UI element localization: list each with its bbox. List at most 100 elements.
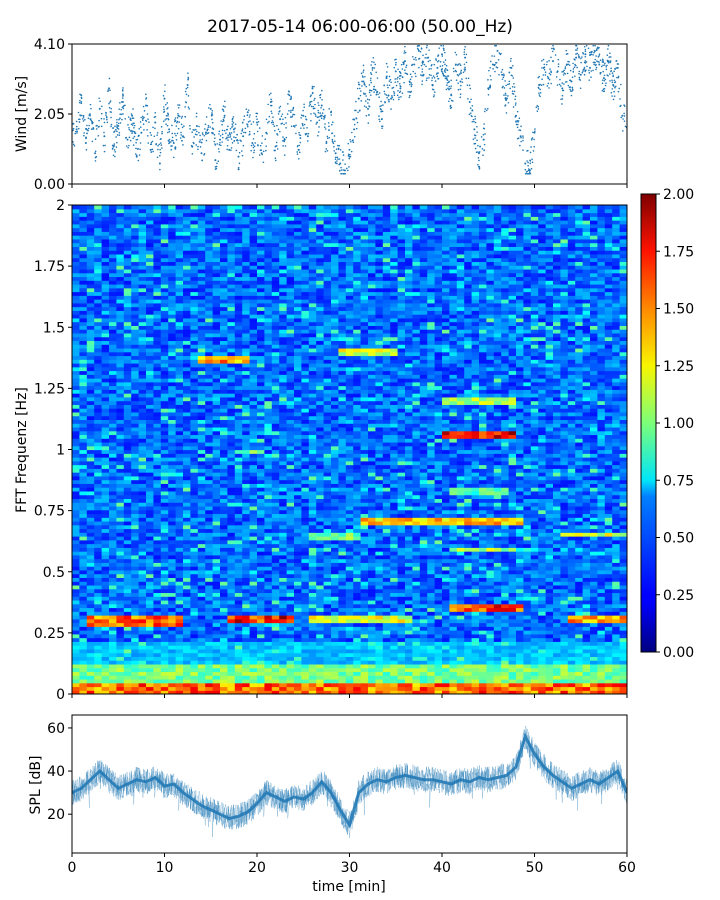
spectrogram-cell	[405, 581, 413, 586]
spectrogram-cell	[604, 682, 613, 688]
spectrogram-cell	[271, 660, 280, 665]
wind-point	[114, 155, 116, 158]
spectrogram-cell	[479, 607, 487, 612]
spectrogram-cell	[197, 682, 206, 688]
spectrogram-cell	[345, 667, 354, 673]
spectrogram-cell	[508, 652, 517, 657]
spectrogram-cell	[427, 618, 436, 624]
spectrogram-cell	[516, 539, 524, 545]
spectrogram-cell	[375, 599, 384, 605]
wind-point	[440, 70, 443, 72]
spectrogram-cell	[123, 645, 132, 650]
spectrogram-cell	[264, 596, 273, 601]
spectrogram-cell	[183, 607, 191, 612]
spectrogram-cell	[619, 622, 627, 627]
spectrogram-cell	[234, 588, 243, 594]
wind-point	[177, 106, 180, 109]
spectrogram-cell	[301, 611, 310, 616]
spectrogram-cell	[168, 652, 177, 657]
wind-point	[109, 101, 111, 104]
wind-point	[518, 129, 520, 131]
spectrogram-cell	[308, 682, 317, 688]
wind-point	[229, 136, 232, 138]
spectrogram-cell	[464, 588, 473, 594]
spectrogram-cell	[190, 663, 199, 669]
spectrogram-cell	[234, 675, 243, 680]
wind-point	[361, 75, 364, 77]
spectrogram-cell	[345, 603, 354, 609]
wind-point	[276, 148, 279, 150]
spectrogram-cell	[205, 536, 214, 541]
spectrogram-cell	[382, 603, 391, 609]
wind-point	[98, 119, 100, 122]
spectrogram-cell	[345, 686, 354, 691]
spectrogram-cell	[545, 630, 554, 635]
spectrogram-cell	[530, 626, 539, 631]
spectrogram-cell	[449, 630, 458, 635]
wind-point	[331, 132, 333, 135]
spectrogram-cell	[560, 554, 569, 560]
spectrogram-cell	[123, 569, 132, 575]
spectrogram-cell	[116, 622, 125, 627]
spectrogram-cell	[345, 652, 354, 657]
spectrogram-cell	[86, 562, 95, 567]
spectrogram-cell	[94, 566, 103, 571]
spectrogram-cell	[257, 569, 265, 575]
wind-point	[270, 98, 272, 101]
wind-point	[489, 85, 492, 88]
wind-point	[157, 144, 159, 147]
wind-point	[378, 96, 380, 99]
spectrogram-cell	[323, 663, 332, 669]
spectrogram-cell	[538, 569, 547, 575]
spectrogram-cell	[197, 539, 206, 545]
spectrogram-cell	[471, 648, 480, 654]
spectrogram-cell	[493, 686, 502, 691]
spectrogram-cell	[79, 592, 88, 597]
wind-point	[454, 51, 457, 54]
spectrogram-cell	[212, 630, 221, 635]
spectrogram-cell	[197, 663, 206, 669]
wind-point	[167, 117, 169, 120]
spectrogram-cell	[353, 569, 362, 575]
spectrogram-cell	[234, 648, 243, 654]
spectrogram-cell	[109, 686, 117, 691]
wind-point	[595, 49, 598, 52]
wind-point	[185, 93, 188, 96]
spectrogram-cell	[331, 566, 339, 571]
wind-point	[232, 116, 235, 118]
spectrogram-cell	[419, 592, 428, 597]
wind-point	[270, 110, 273, 113]
spectrogram-cell	[612, 599, 621, 605]
wind-point	[108, 77, 111, 80]
wind-point	[214, 143, 216, 145]
spectrogram-cell	[582, 648, 591, 654]
spectrogram-cell	[375, 569, 384, 575]
spectrogram-cell	[316, 603, 325, 609]
spectrogram-cell	[131, 667, 140, 673]
spectrogram-cell	[94, 551, 103, 556]
spectrogram-cell	[286, 633, 295, 639]
spectrogram-cell	[523, 622, 532, 627]
spectrogram-cell	[597, 611, 606, 616]
wind-point	[304, 115, 307, 118]
wind-point	[338, 163, 341, 166]
wind-point	[444, 59, 447, 61]
spectrogram-cell	[368, 671, 376, 676]
wind-point	[249, 133, 251, 135]
wind-point	[117, 122, 120, 125]
wind-point	[478, 151, 481, 153]
spectrogram-cell	[205, 539, 214, 545]
spectrogram-cell	[109, 667, 117, 673]
spectrogram-cell	[301, 536, 310, 541]
spectrogram-cell	[382, 596, 391, 601]
spectrogram-cell	[604, 622, 613, 627]
spectrogram-cell	[442, 615, 450, 620]
wind-point	[318, 119, 321, 122]
spectrogram-cell	[471, 562, 480, 567]
spectrogram-cell	[205, 652, 214, 657]
spectrogram-cell	[242, 569, 251, 575]
wind-point	[484, 108, 487, 110]
wind-point	[539, 88, 542, 91]
spectrogram-cell	[86, 675, 95, 680]
wind-point	[180, 117, 183, 119]
